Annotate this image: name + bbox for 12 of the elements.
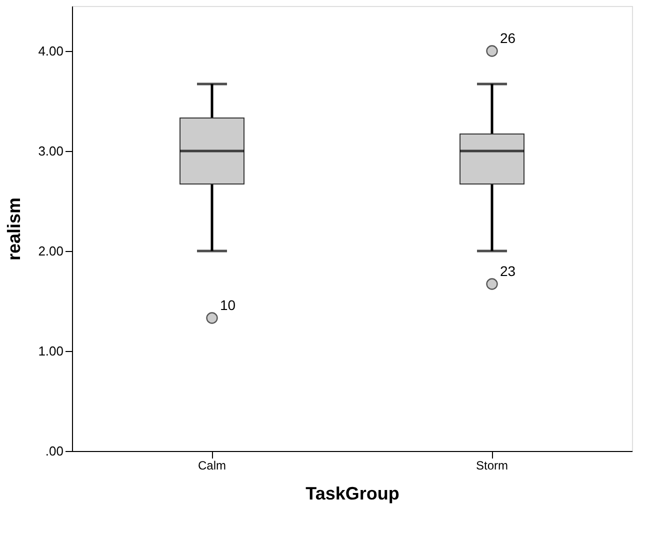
annotation: 10 — [220, 297, 236, 313]
annotation: 26 — [500, 30, 516, 46]
x-axis-title: TaskGroup — [306, 484, 400, 504]
x-tick-label: Calm — [198, 458, 226, 472]
y-tick-label: 3.00 — [38, 144, 64, 158]
y-tick-label: 4.00 — [38, 44, 64, 58]
x-tick-label: Storm — [476, 458, 508, 472]
y-axis-title: realism — [4, 197, 24, 261]
annotation: 23 — [500, 263, 516, 279]
y-tick-label: .00 — [45, 444, 64, 458]
y-tick-label: 2.00 — [38, 244, 64, 258]
y-tick-label: 1.00 — [38, 344, 64, 358]
